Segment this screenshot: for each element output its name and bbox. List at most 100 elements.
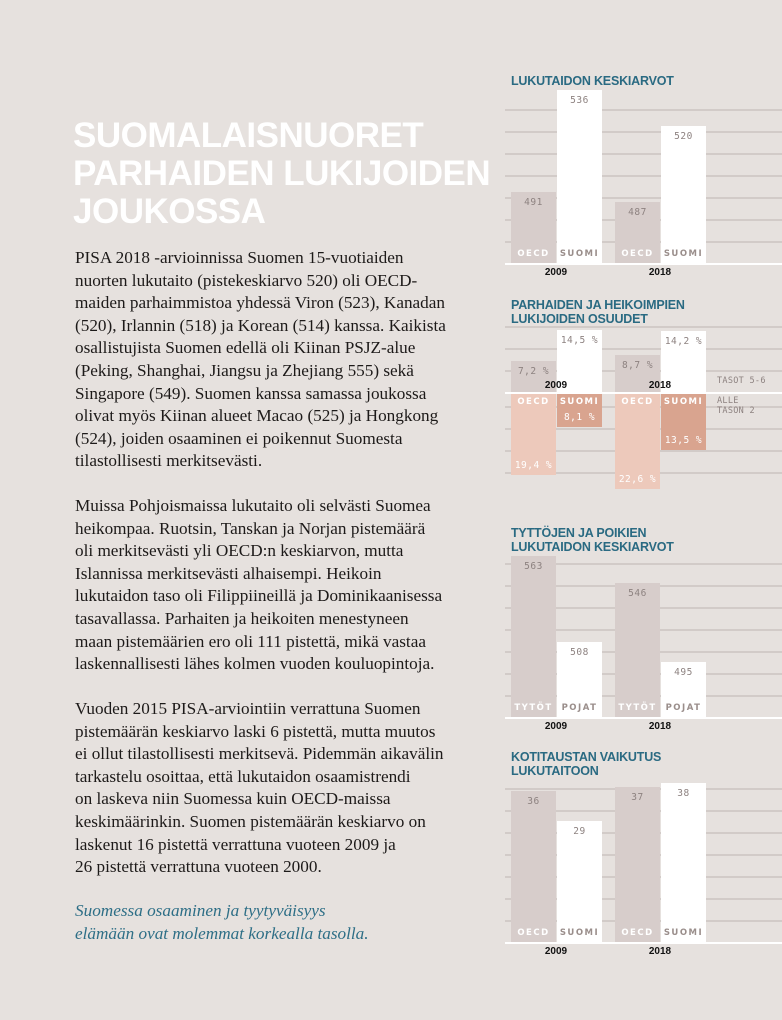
paragraph-line: Islannissa merkitsevästi alhaisempi. Hei… <box>75 563 382 583</box>
value-label: 13,5 % <box>664 435 703 447</box>
series-label: OECD <box>517 249 550 259</box>
series-label: OECD <box>621 397 654 407</box>
legend-lower-line: TASON 2 <box>717 406 755 416</box>
value-label: 36 <box>527 796 540 808</box>
paragraph-line: PISA 2018 -arvioinnissa Suomen 15-vuotia… <box>75 248 404 267</box>
paragraph-1: PISA 2018 -arvioinnissa Suomen 15-vuotia… <box>75 247 446 473</box>
bar-tytöt-2009 <box>511 556 556 717</box>
paragraph-line: maiden parhaimmistoa yhdessä Viron (523)… <box>75 293 445 313</box>
paragraph-line: ei ollut tilastollisesti merkitsevä. Pid… <box>75 744 444 764</box>
value-label: 7,2 % <box>517 366 550 378</box>
bar-oecd-2009 <box>511 192 556 263</box>
chart-title-line: LUKUTAIDON KESKIARVOT <box>511 74 674 88</box>
year-label: 2009 <box>544 946 568 957</box>
bar-suomi-2018 <box>661 783 706 942</box>
series-label: SUOMI <box>663 397 704 407</box>
paragraph-line: oli merkitsevästi yli OECD:n keskiarvon,… <box>75 541 404 561</box>
bar-tytöt-2018 <box>615 582 660 717</box>
bar-lower-suomi-2018 <box>661 392 706 451</box>
bar-suomi-2009 <box>557 820 602 942</box>
headline: SUOMALAISNUORET PARHAIDEN LUKIJOIDEN JOU… <box>73 116 491 231</box>
bar-upper-suomi-2009 <box>557 329 602 392</box>
chart-title-line: LUKUTAIDON KESKIARVOT <box>511 540 674 554</box>
paragraph-line: lukutaidon taso oli Filippiineillä ja Do… <box>75 586 443 606</box>
bar-lower-oecd-2009 <box>511 392 556 476</box>
series-label: OECD <box>517 397 550 407</box>
paragraph-line: laskenut 16 pistettä verrattuna vuoteen … <box>75 834 396 854</box>
legend-lower-line: ALLE <box>717 396 739 406</box>
chart-title-line: LUKUTAITOON <box>511 764 599 778</box>
bar-lower-oecd-2018 <box>615 392 660 490</box>
year-label: 2018 <box>648 946 672 957</box>
bar-upper-suomi-2018 <box>661 330 706 392</box>
bar-suomi-2009 <box>557 90 602 263</box>
value-label: 37 <box>631 792 644 804</box>
year-label: 2018 <box>648 721 672 732</box>
paragraph-line: tarkastelu osoittaa, että lukutaidon osa… <box>75 766 411 786</box>
legend-upper-label: TASOT 5-6 <box>717 376 766 386</box>
paragraph-line: (520), Irlannin (518) ja Korean (514) ka… <box>75 315 446 335</box>
series-label: SUOMI <box>559 928 600 938</box>
paragraph-line: Vuoden 2015 PISA-arviointiin verrattuna … <box>75 699 421 718</box>
headline-line: PARHAIDEN LUKIJOIDEN <box>73 154 491 193</box>
value-label: 38 <box>677 788 690 799</box>
year-label: 2009 <box>544 380 568 391</box>
value-label: 536 <box>570 95 589 106</box>
paragraph-line: maan pistemäärien ero oli 111 pistettä, … <box>75 631 426 651</box>
paragraph-line: pistemäärän keskiarvo laski 6 pistettä, … <box>75 721 436 741</box>
chart-baseline <box>505 717 782 719</box>
paragraph-line: 26 pistettä verrattuna vuoteen 2000. <box>75 857 322 877</box>
paragraph-line: keskimäärinkin. Suomen pistemäärän keski… <box>75 811 426 831</box>
paragraph-3: Vuoden 2015 PISA-arviointiin verrattuna … <box>75 698 444 879</box>
value-label: 19,4 % <box>514 460 553 472</box>
paragraph-line: (Peking, Shanghai, Jiangsu ja Zhejiang 5… <box>75 360 414 380</box>
headline-line: SUOMALAISNUORET <box>73 116 424 155</box>
series-label: TYTÖT <box>514 703 553 713</box>
value-label: 14,5 % <box>560 334 599 346</box>
bar-oecd-2009 <box>511 791 556 942</box>
value-label: 22,6 % <box>618 474 657 486</box>
bar-oecd-2018 <box>615 787 660 942</box>
paragraph-line: Singapore (549). Suomen kanssa samassa j… <box>75 383 427 403</box>
chart-title-line: PARHAIDEN JA HEIKOIMPIEN <box>511 298 685 312</box>
series-label: OECD <box>517 928 550 938</box>
year-label: 2009 <box>544 721 568 732</box>
paragraph-2: Muissa Pohjoismaissa lukutaito oli selvä… <box>75 495 442 676</box>
year-label: 2009 <box>544 267 568 278</box>
value-label: 8,7 % <box>621 359 654 371</box>
value-label: 546 <box>628 587 647 599</box>
paragraph-line: heikompaa. Ruotsin, Tanskan ja Norjan pi… <box>75 518 426 538</box>
value-label: 14,2 % <box>664 335 703 347</box>
bar-pojat-2009 <box>557 641 602 717</box>
value-label: 29 <box>573 825 586 837</box>
series-label: SUOMI <box>663 249 704 259</box>
series-label: SUOMI <box>559 397 600 407</box>
paragraph-line: on laskeva niin Suomessa kuin OECD-maiss… <box>75 789 391 809</box>
chart-title-line: KOTITAUSTAN VAIKUTUS <box>511 750 662 764</box>
chart-title: TYTTÖJEN JA POIKIEN LUKUTAIDON KESKIARVOT <box>511 526 674 554</box>
bar-upper-oecd-2018 <box>615 354 660 392</box>
year-label: 2018 <box>648 380 672 391</box>
chart-baseline <box>505 392 782 394</box>
value-label: 508 <box>570 646 589 658</box>
chart-title: KOTITAUSTAN VAIKUTUS LUKUTAITOON <box>511 750 661 778</box>
value-label: 8,1 % <box>563 411 596 423</box>
value-label: 491 <box>524 197 543 209</box>
paragraph-line: nuorten lukutaito (pistekeskiarvo 520) o… <box>75 270 418 290</box>
paragraph-line: olivat myös Kiinan alueet Macao (525) ja… <box>75 406 439 426</box>
bar-lower-suomi-2009 <box>557 392 602 427</box>
paragraph-line: Muissa Pohjoismaissa lukutaito oli selvä… <box>75 496 431 515</box>
bar-upper-oecd-2009 <box>511 361 556 392</box>
value-label: 495 <box>674 667 693 679</box>
quote-line: Suomessa osaaminen ja tyytyväisyys <box>75 901 326 920</box>
series-label: SUOMI <box>559 249 600 259</box>
value-label: 520 <box>674 131 693 143</box>
series-label: OECD <box>621 249 654 259</box>
series-label: TYTÖT <box>618 703 657 713</box>
paragraph-line: osallistujista Suomen edellä oli Kiinan … <box>75 338 416 358</box>
year-label: 2018 <box>648 267 672 278</box>
chart-baseline <box>505 263 782 265</box>
bar-pojat-2018 <box>661 662 706 717</box>
bar-suomi-2018 <box>661 126 706 263</box>
chart-baseline <box>505 942 782 944</box>
